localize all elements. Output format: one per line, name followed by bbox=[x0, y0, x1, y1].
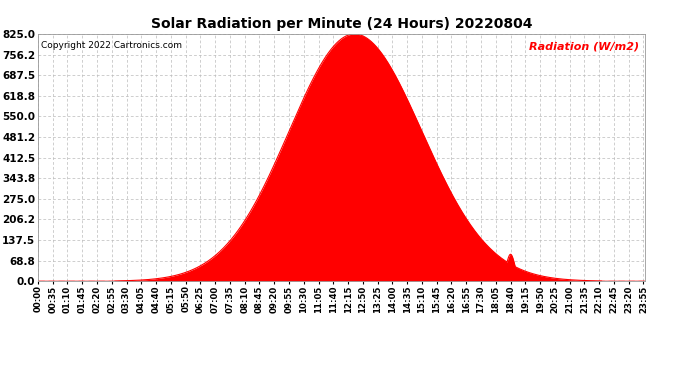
Title: Solar Radiation per Minute (24 Hours) 20220804: Solar Radiation per Minute (24 Hours) 20… bbox=[151, 17, 532, 31]
Text: Radiation (W/m2): Radiation (W/m2) bbox=[529, 41, 639, 51]
Text: Copyright 2022 Cartronics.com: Copyright 2022 Cartronics.com bbox=[41, 41, 182, 50]
